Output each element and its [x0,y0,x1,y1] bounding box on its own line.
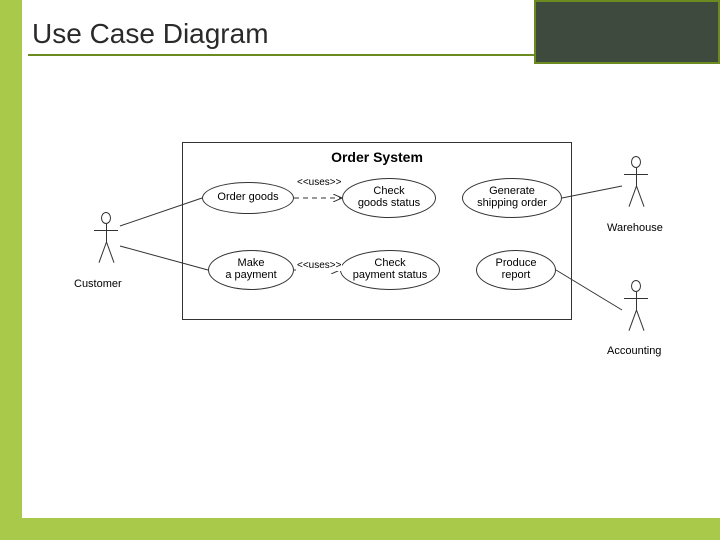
edge-label: <<uses>> [296,260,342,271]
actor-warehouse [622,156,650,212]
actor-customer [92,212,120,268]
page-title: Use Case Diagram [32,18,269,50]
system-boundary: Order System [182,142,572,320]
actor-accounting [622,280,650,336]
actor-label-customer: Customer [74,278,122,290]
system-title: Order System [183,149,571,165]
usecase-check-goods-status: Check goods status [342,178,436,218]
diagram-canvas: Order System Order goods Check goods stat… [62,100,682,460]
usecase-check-payment-status: Check payment status [340,250,440,290]
corner-decor [534,0,720,64]
usecase-make-payment: Make a payment [208,250,294,290]
actor-head-icon [101,212,111,224]
slide: Use Case Diagram Order System Order good… [0,0,720,540]
title-underline [28,54,534,56]
usecase-produce-report: Produce report [476,250,556,290]
actor-head-icon [631,156,641,168]
usecase-order-goods: Order goods [202,182,294,214]
actor-head-icon [631,280,641,292]
actor-label-accounting: Accounting [607,345,661,357]
usecase-generate-shipping: Generate shipping order [462,178,562,218]
edge-label: <<uses>> [296,177,342,188]
actor-label-warehouse: Warehouse [607,222,663,234]
